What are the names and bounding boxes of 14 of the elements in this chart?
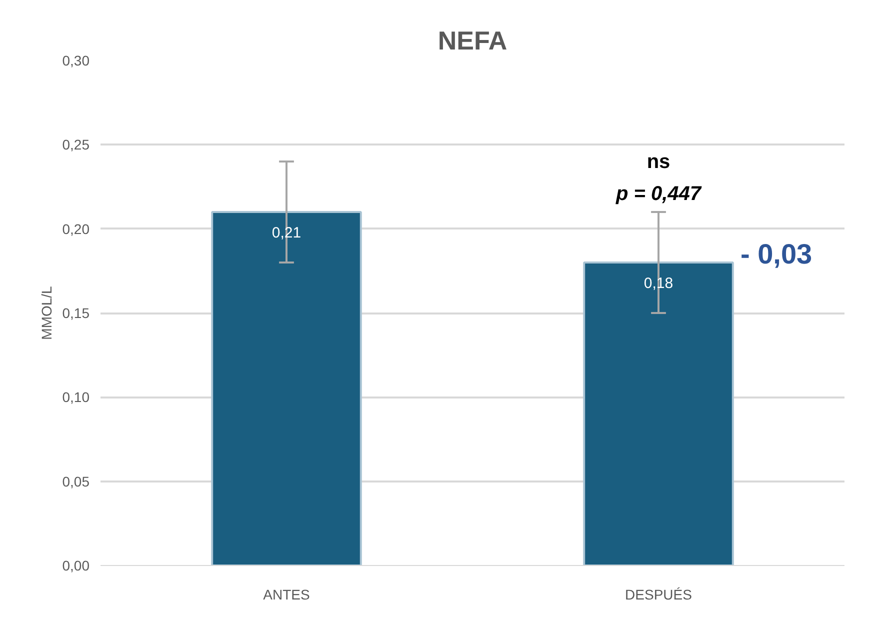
- y-tick-label: 0,25: [62, 136, 90, 153]
- y-tick-label: 0,20: [62, 220, 90, 237]
- y-tick-label: 0,30: [62, 52, 90, 68]
- y-tick-label: 0,00: [62, 558, 90, 574]
- chart-title: NEFA: [438, 26, 508, 56]
- annotation: ns: [646, 151, 670, 173]
- x-tick-label: DESPUÉS: [625, 586, 692, 602]
- x-tick-label: ANTES: [263, 586, 310, 602]
- y-axis-title: MMOL/L: [38, 286, 54, 340]
- y-tick-label: 0,15: [62, 305, 90, 321]
- annotation: p = 0,447: [614, 183, 702, 205]
- y-tick-label: 0,05: [62, 473, 90, 490]
- y-tick-label: 0,10: [62, 389, 90, 406]
- annotation: - 0,03: [740, 238, 812, 270]
